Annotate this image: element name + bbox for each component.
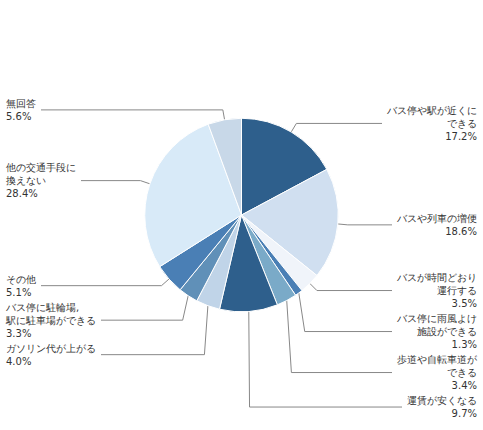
svg-text:5.6%: 5.6% xyxy=(6,111,31,122)
svg-text:ガソリン代が上がる: ガソリン代が上がる xyxy=(6,343,96,354)
svg-text:無回答: 無回答 xyxy=(6,98,36,109)
svg-text:3.5%: 3.5% xyxy=(452,298,477,309)
svg-text:施設ができる: 施設ができる xyxy=(417,326,477,337)
svg-text:バスや列車の増便: バスや列車の増便 xyxy=(396,213,477,224)
svg-text:バス停に駐輪場,: バス停に駐輪場, xyxy=(5,302,79,313)
svg-text:4.0%: 4.0% xyxy=(6,356,31,367)
svg-text:18.6%: 18.6% xyxy=(445,226,477,237)
svg-text:歩道や自転車道が: 歩道や自転車道が xyxy=(397,354,478,365)
svg-text:できる: できる xyxy=(447,118,477,129)
svg-text:できる: できる xyxy=(447,367,477,378)
svg-text:28.4%: 28.4% xyxy=(6,188,38,199)
svg-text:バス停に雨風よけ: バス停に雨風よけ xyxy=(396,313,477,324)
svg-text:1.3%: 1.3% xyxy=(452,339,477,350)
svg-text:バス停や駅が近くに: バス停や駅が近くに xyxy=(386,105,477,116)
svg-text:運行する: 運行する xyxy=(437,285,477,296)
svg-text:3.3%: 3.3% xyxy=(6,328,31,339)
svg-text:9.7%: 9.7% xyxy=(452,408,477,419)
svg-text:その他: その他 xyxy=(6,274,36,285)
svg-text:5.1%: 5.1% xyxy=(6,287,31,298)
svg-text:運賃が安くなる: 運賃が安くなる xyxy=(407,395,477,406)
svg-text:他の交通手段に: 他の交通手段に xyxy=(6,162,76,173)
svg-text:17.2%: 17.2% xyxy=(445,131,477,142)
svg-text:換えない: 換えない xyxy=(6,175,46,186)
svg-text:駅に駐車場ができる: 駅に駐車場ができる xyxy=(5,315,96,326)
svg-text:バスが時間どおり: バスが時間どおり xyxy=(396,272,477,283)
svg-text:3.4%: 3.4% xyxy=(452,380,477,391)
